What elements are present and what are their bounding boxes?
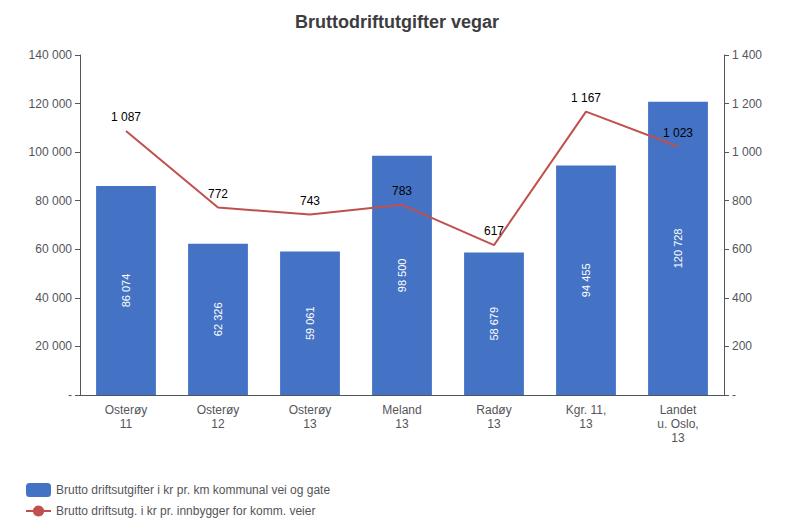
svg-text:13: 13 bbox=[671, 431, 685, 445]
svg-text:Bruttodriftutgifter vegar: Bruttodriftutgifter vegar bbox=[295, 12, 499, 32]
svg-text:1 400: 1 400 bbox=[732, 48, 762, 62]
svg-text:Osterøy: Osterøy bbox=[289, 403, 332, 417]
svg-text:80 000: 80 000 bbox=[35, 194, 72, 208]
svg-text:62 326: 62 326 bbox=[212, 302, 224, 336]
svg-text:11: 11 bbox=[120, 417, 133, 431]
svg-text:Meland: Meland bbox=[382, 403, 421, 417]
svg-text:120 728: 120 728 bbox=[672, 229, 684, 269]
svg-text:200: 200 bbox=[732, 339, 752, 353]
svg-text:1 023: 1 023 bbox=[663, 126, 693, 140]
svg-text:1 167: 1 167 bbox=[571, 91, 601, 105]
svg-text:100 000: 100 000 bbox=[29, 145, 73, 159]
svg-text:59 061: 59 061 bbox=[304, 306, 316, 340]
svg-text:Brutto driftsutgifter i kr pr.: Brutto driftsutgifter i kr pr. km kommun… bbox=[56, 483, 330, 497]
svg-text:783: 783 bbox=[392, 184, 412, 198]
svg-text:600: 600 bbox=[732, 242, 752, 256]
svg-text:Landet: Landet bbox=[660, 403, 697, 417]
svg-text:1 000: 1 000 bbox=[732, 145, 762, 159]
svg-text:140 000: 140 000 bbox=[29, 48, 73, 62]
svg-text:743: 743 bbox=[300, 194, 320, 208]
svg-text:Brutto driftsutg. i kr pr. inn: Brutto driftsutg. i kr pr. innbygger for… bbox=[56, 504, 315, 518]
svg-text:400: 400 bbox=[732, 291, 752, 305]
svg-text:617: 617 bbox=[484, 224, 504, 238]
svg-text:13: 13 bbox=[395, 417, 409, 431]
svg-text:98 500: 98 500 bbox=[396, 259, 408, 293]
svg-text:58 679: 58 679 bbox=[488, 307, 500, 341]
svg-text:Kgr. 11,: Kgr. 11, bbox=[566, 403, 606, 417]
svg-text:1 200: 1 200 bbox=[732, 97, 762, 111]
svg-text:120 000: 120 000 bbox=[29, 97, 73, 111]
svg-text:1 087: 1 087 bbox=[111, 110, 141, 124]
svg-text:Osterøy: Osterøy bbox=[197, 403, 240, 417]
svg-text:13: 13 bbox=[579, 417, 593, 431]
svg-text:94 455: 94 455 bbox=[580, 263, 592, 297]
svg-text:86 074: 86 074 bbox=[120, 274, 132, 308]
svg-text:800: 800 bbox=[732, 194, 752, 208]
svg-text:Radøy: Radøy bbox=[476, 403, 511, 417]
svg-text:Osterøy: Osterøy bbox=[105, 403, 148, 417]
svg-text:40 000: 40 000 bbox=[35, 291, 72, 305]
svg-text:12: 12 bbox=[211, 417, 225, 431]
svg-text:60 000: 60 000 bbox=[35, 242, 72, 256]
svg-text:20 000: 20 000 bbox=[35, 339, 72, 353]
svg-text:13: 13 bbox=[487, 417, 501, 431]
svg-text:13: 13 bbox=[303, 417, 317, 431]
svg-text:772: 772 bbox=[208, 187, 228, 201]
svg-text:-: - bbox=[68, 388, 72, 402]
svg-text:-: - bbox=[732, 388, 736, 402]
svg-text:u. Oslo,: u. Oslo, bbox=[657, 417, 698, 431]
